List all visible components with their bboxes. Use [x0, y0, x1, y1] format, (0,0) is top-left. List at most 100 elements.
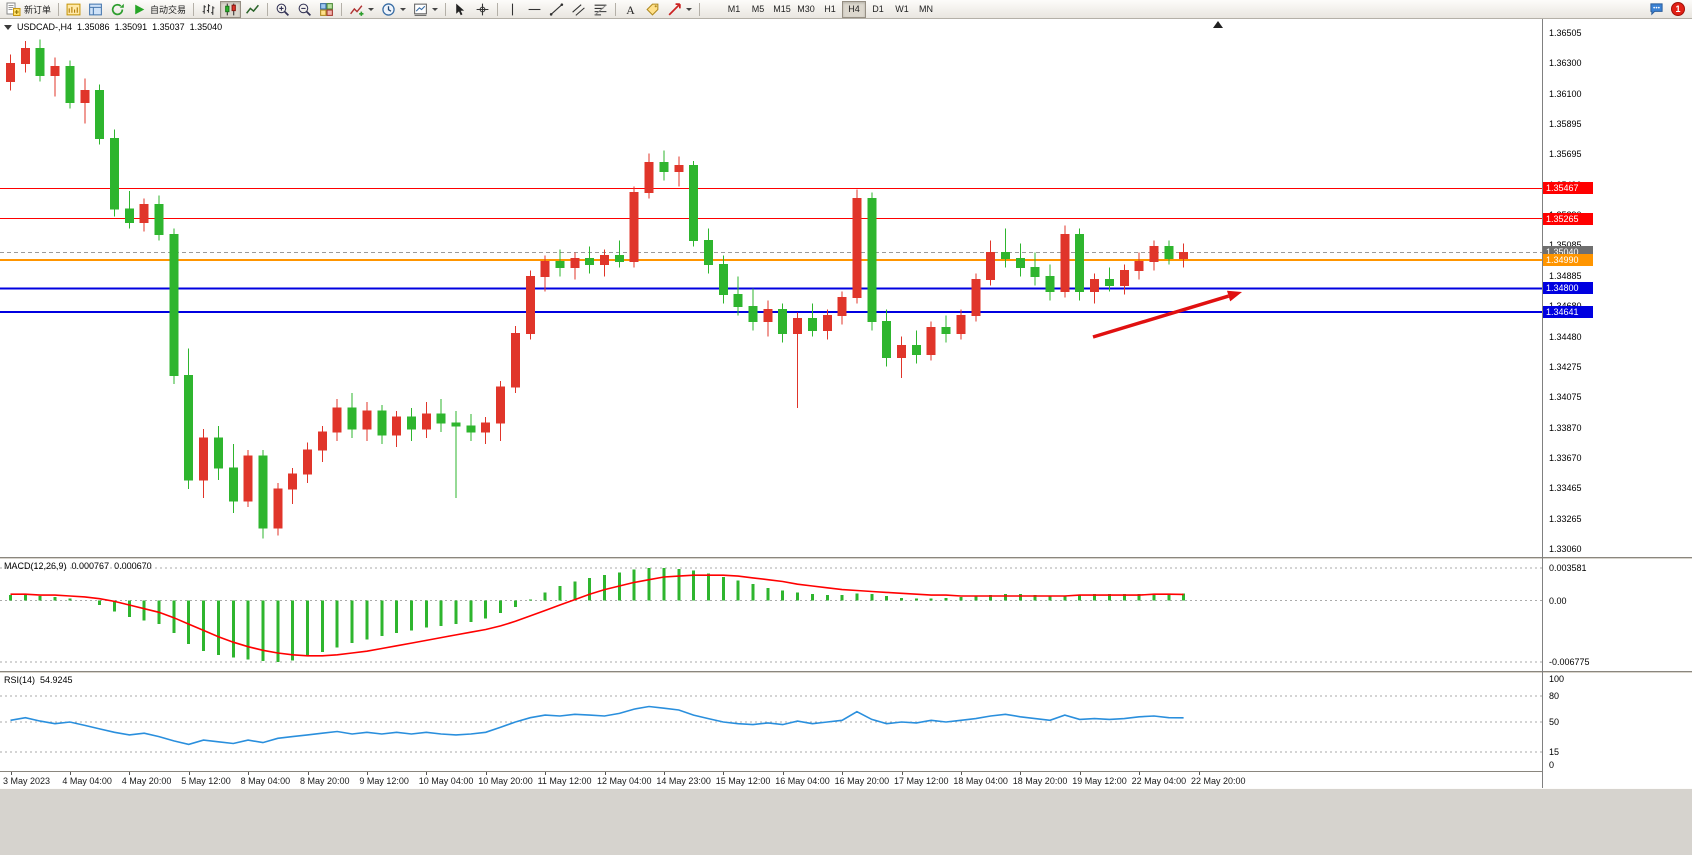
rsi-value: 54.9245: [40, 675, 73, 685]
time-label: 14 May 23:00: [656, 776, 711, 786]
rsi-line: [10, 705, 1184, 746]
template-chart-icon: [414, 3, 427, 16]
autotrading-label: 自动交易: [150, 4, 187, 15]
time-label: 10 May 20:00: [478, 776, 533, 786]
price-pane[interactable]: USDCAD-,H4 1.35086 1.35091 1.35037 1.350…: [0, 19, 1542, 557]
macd-canvas[interactable]: [0, 559, 1542, 671]
rsi-tick: 100: [1549, 674, 1565, 684]
tile-windows-button[interactable]: [316, 1, 337, 18]
macd-tick: 0.00: [1549, 595, 1567, 606]
bar-chart-icon: [202, 3, 215, 15]
timeframe-button-mn[interactable]: MN: [914, 1, 938, 18]
pane-separator[interactable]: [0, 671, 1542, 673]
pane-separator[interactable]: [0, 557, 1542, 559]
crosshair-icon: [476, 3, 489, 15]
timeframe-toolbar: M1 M5 M15 M30 H1 H4 D1 W1 MN: [722, 0, 938, 18]
dropdown-caret-icon: [400, 7, 407, 11]
price-scale[interactable]: 1.36505 1.36300 1.36100 1.35895 1.35695 1.354…: [1542, 19, 1692, 788]
new-order-label: 新订单: [24, 4, 52, 15]
time-tick: [604, 772, 606, 775]
time-tick: [663, 772, 665, 775]
time-axis[interactable]: 3 May 2023 4 May 04:00 4 May 20:00 5 May 12…: [0, 771, 1542, 788]
time-label: 11 May 12:00: [537, 776, 592, 786]
time-tick: [366, 772, 368, 775]
templates-button[interactable]: [410, 1, 441, 18]
refresh-button[interactable]: [107, 1, 128, 18]
candlestick-chart-button[interactable]: [220, 0, 242, 18]
price-tick: 1.33060: [1549, 544, 1582, 554]
vertical-line-button[interactable]: [502, 1, 523, 18]
timeframe-button-m30[interactable]: M30: [794, 1, 818, 18]
macd-pane[interactable]: MACD(12,26,9) 0.000767 0.000670: [0, 559, 1542, 671]
label-button[interactable]: [642, 1, 663, 18]
time-label: 19 May 12:00: [1072, 776, 1127, 786]
level-lines-layer[interactable]: [0, 187, 1542, 314]
timeframe-button-d1[interactable]: D1: [866, 1, 890, 18]
rsi-canvas[interactable]: [0, 673, 1542, 771]
trendline-button[interactable]: [546, 1, 567, 18]
trend-arrow[interactable]: [1092, 290, 1242, 339]
candles-layer[interactable]: [6, 39, 1189, 539]
time-tick: [842, 772, 844, 775]
text-button[interactable]: A: [620, 1, 641, 18]
chat-button[interactable]: [1646, 1, 1667, 18]
tile-windows-icon: [320, 2, 333, 16]
new-order-button[interactable]: 新订单: [3, 1, 54, 18]
market-watch-button[interactable]: [63, 1, 84, 18]
chart-symbol-period: USDCAD-,H4: [17, 22, 73, 32]
line-chart-button[interactable]: [242, 1, 263, 18]
timeframe-button-h4[interactable]: H4: [842, 0, 867, 18]
notification-badge[interactable]: 1: [1671, 2, 1685, 16]
timeframe-button-m5[interactable]: M5: [746, 1, 770, 18]
timeframe-button-m1[interactable]: M1: [722, 1, 746, 18]
clock-icon: [382, 2, 395, 16]
arrows-button[interactable]: [664, 1, 695, 18]
time-label: 10 May 04:00: [418, 776, 474, 786]
rsi-tick: 15: [1549, 747, 1560, 758]
time-label: 4 May 04:00: [62, 776, 112, 786]
timeframe-button-m15[interactable]: M15: [770, 1, 794, 18]
chart-panes[interactable]: USDCAD-,H4 1.35086 1.35091 1.35037 1.350…: [0, 19, 1542, 788]
time-label: 3 May 2023: [3, 776, 51, 786]
fibonacci-button[interactable]: [590, 1, 611, 18]
timeframe-button-w1[interactable]: W1: [890, 1, 914, 18]
timeframe-button-h1[interactable]: H1: [818, 1, 842, 18]
toolbar-right-group: 1: [1646, 1, 1689, 18]
rsi-pane[interactable]: RSI(14) 54.9245: [0, 673, 1542, 771]
price-chart-canvas[interactable]: [0, 19, 1542, 557]
periods-button[interactable]: [378, 1, 409, 18]
price-tick: 1.33670: [1549, 452, 1582, 463]
channel-button[interactable]: [568, 1, 589, 18]
time-tick: [960, 772, 962, 775]
time-label: 22 May 04:00: [1131, 776, 1187, 786]
bar-chart-button[interactable]: [198, 1, 219, 18]
toolbar-separator: [615, 2, 617, 16]
dropdown-caret-icon: [686, 7, 693, 11]
macd-tick: 0.003581: [1549, 563, 1587, 574]
crosshair-button[interactable]: [472, 1, 493, 18]
price-tick: 1.36300: [1549, 58, 1582, 69]
indicators-button[interactable]: [346, 1, 377, 18]
level-price-badge[interactable]: 1.35265: [1543, 212, 1593, 225]
autotrading-button[interactable]: 自动交易: [129, 1, 189, 18]
time-tick: [307, 772, 309, 775]
chart-window[interactable]: USDCAD-,H4 1.35086 1.35091 1.35037 1.350…: [0, 19, 1692, 788]
macd-value-signal: 0.000670: [114, 561, 152, 571]
data-window-button[interactable]: [85, 1, 106, 18]
level-price-badge[interactable]: 1.34990: [1543, 253, 1593, 266]
zoom-out-button[interactable]: [294, 1, 315, 18]
chart-shift-marker[interactable]: [1213, 21, 1223, 28]
data-window-icon: [89, 3, 102, 15]
time-tick: [485, 772, 487, 775]
level-price-badge[interactable]: 1.34800: [1543, 282, 1593, 295]
time-tick: [1020, 772, 1022, 775]
cursor-button[interactable]: [450, 1, 471, 18]
time-label: 12 May 04:00: [597, 776, 652, 786]
horizontal-line-button[interactable]: [524, 1, 545, 18]
one-click-trading-toggle-icon[interactable]: [4, 24, 12, 30]
price-tick: 1.33465: [1549, 483, 1582, 494]
zoom-in-button[interactable]: [272, 1, 293, 18]
level-price-badge[interactable]: 1.34641: [1543, 306, 1593, 319]
time-tick: [782, 772, 784, 775]
level-price-badge[interactable]: 1.35467: [1543, 182, 1593, 195]
